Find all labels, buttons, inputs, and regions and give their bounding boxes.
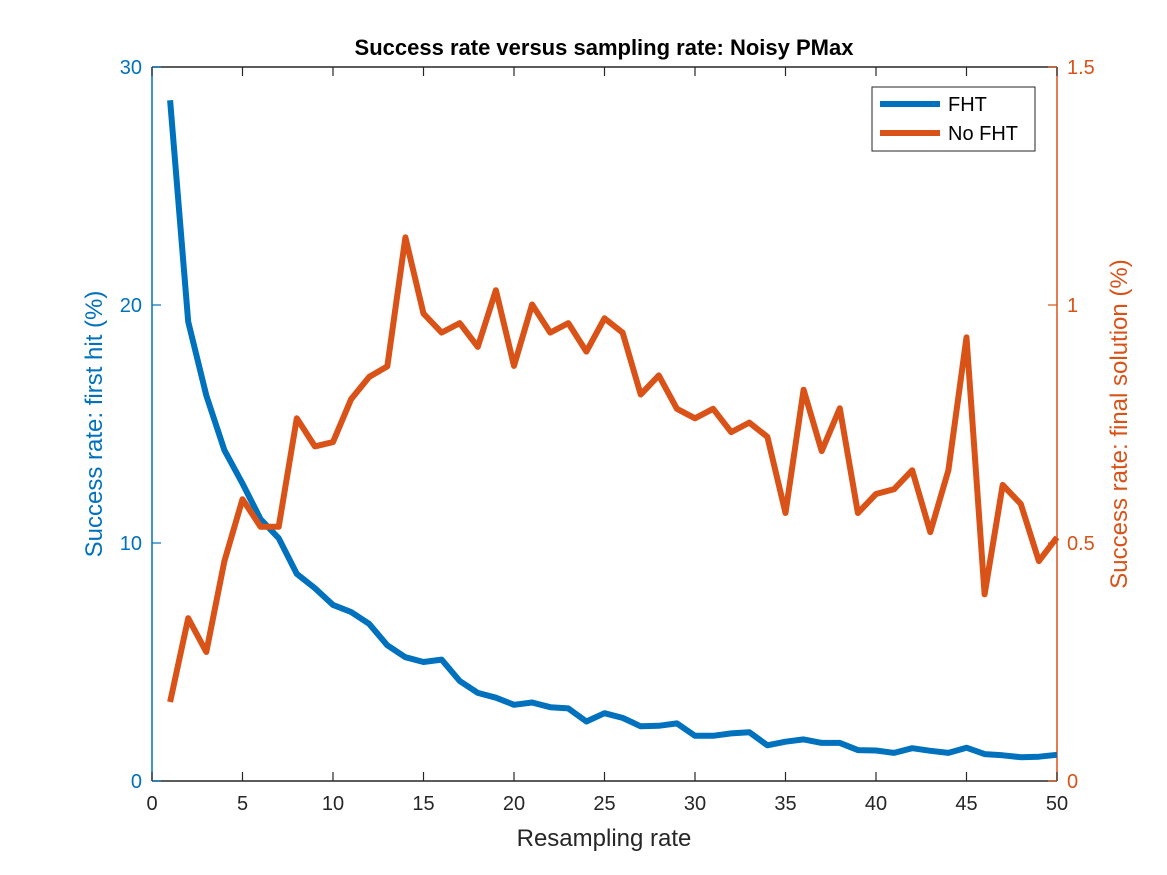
x-tick-label: 30	[684, 793, 706, 815]
right-tick-label: 0.5	[1067, 533, 1095, 555]
x-tick-label: 0	[146, 793, 157, 815]
right-axis-ticks: 0 0.5 1 1.5	[1048, 57, 1095, 793]
left-tick-label: 0	[131, 771, 142, 793]
legend-box	[871, 86, 1036, 152]
plot-frame	[151, 66, 1058, 782]
left-tick-label: 20	[120, 295, 142, 317]
x-axis-label: Resampling rate	[517, 825, 692, 852]
right-tick-label: 1	[1067, 295, 1078, 317]
right-tick-label: 0	[1067, 771, 1078, 793]
series-layer	[167, 100, 1060, 761]
right-tick-label: 1.5	[1067, 57, 1095, 79]
x-tick-label: 15	[412, 793, 434, 815]
series-line-fht	[167, 100, 1058, 761]
x-axis-ticks: 0 5 10 15 20 25 30 35 40 45 50	[146, 67, 1068, 815]
left-tick-label: 10	[120, 533, 142, 555]
x-tick-label: 10	[322, 793, 344, 815]
chart-title: Success rate versus sampling rate: Noisy…	[355, 35, 855, 60]
x-tick-label: 40	[865, 793, 887, 815]
legend-label-fht: FHT	[948, 94, 987, 116]
series-line-no-fht	[167, 234, 1060, 703]
x-tick-label: 20	[503, 793, 525, 815]
right-axis-label: Success rate: final solution (%)	[1106, 259, 1133, 588]
x-tick-label: 50	[1046, 793, 1068, 815]
legend: FHT No FHT	[871, 86, 1036, 152]
left-axis-ticks: 0 10 20 30	[120, 57, 161, 793]
x-tick-label: 25	[593, 793, 615, 815]
legend-label-nofht: No FHT	[948, 123, 1018, 145]
left-tick-label: 30	[120, 57, 142, 79]
x-tick-label: 35	[774, 793, 796, 815]
x-tick-label: 45	[955, 793, 977, 815]
x-tick-label: 5	[237, 793, 248, 815]
left-axis-label: Success rate: first hit (%)	[81, 291, 108, 558]
